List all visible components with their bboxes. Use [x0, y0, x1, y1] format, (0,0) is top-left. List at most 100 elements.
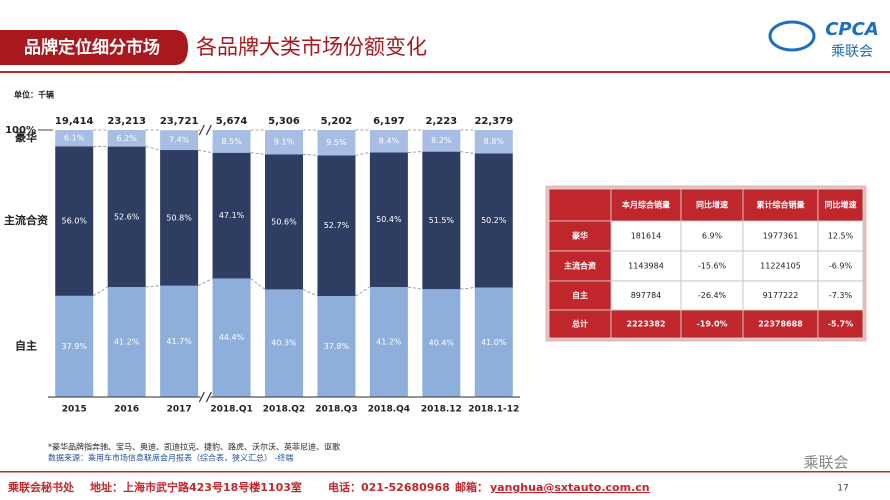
value-label: 44.4% [219, 333, 245, 342]
header-text: 总计 [572, 319, 588, 329]
value-label: 8.4% [379, 137, 400, 146]
header-text: 2223382 [627, 320, 666, 329]
connector-line [460, 151, 475, 154]
bar-segment [107, 286, 146, 397]
total-label: 6,197 [373, 116, 405, 127]
cell-text: 11224105 [760, 262, 801, 271]
connector-line [197, 278, 213, 287]
page-number: 17 [837, 484, 848, 494]
x-tick-label: 2018.Q3 [315, 405, 357, 415]
x-tick-label: 2018.1-12 [468, 405, 519, 415]
x-tick-label: 2017 [167, 405, 192, 415]
value-label: 8.8% [484, 137, 505, 146]
x-tick-label: 2016 [114, 405, 139, 415]
bar-segment [265, 154, 303, 290]
table-cell [742, 250, 819, 282]
logo-mark [768, 20, 816, 52]
unit-label: 单位：千辆 [14, 90, 54, 100]
bar-segment [422, 129, 461, 152]
connector-line [407, 151, 423, 153]
header-tab [0, 30, 188, 65]
header-cell [680, 309, 744, 339]
value-label: 40.4% [429, 339, 455, 348]
total-label: 5,202 [321, 116, 353, 127]
x-tick-label: 2018.12 [421, 405, 462, 415]
table-cell [817, 280, 864, 311]
chart: 100% 37.9% 56.0% 6.1% 19,414 2015 41.2% 52.6% 6.… [4, 116, 520, 415]
connector-line [355, 286, 371, 297]
header-text: 主流合资 [564, 261, 596, 271]
cell-text: -6.9% [829, 262, 853, 271]
footer-org: 乘联会秘书处 [7, 480, 75, 494]
axis-break [200, 125, 211, 135]
axis-break [198, 124, 212, 136]
value-label: 50.8% [166, 213, 192, 222]
cell-text: 1143984 [628, 262, 664, 271]
header-cell [817, 309, 864, 339]
cell-text: 181614 [631, 232, 662, 241]
header-cell [610, 309, 682, 339]
cell-text: 897784 [631, 291, 662, 300]
x-tick-label: 2018.Q1 [210, 405, 252, 415]
value-label: 8.5% [221, 137, 242, 146]
total-label: 19,414 [55, 116, 94, 127]
legend-label: 主流合资 [4, 213, 48, 227]
bar-segment [212, 152, 251, 279]
value-label: 41.2% [114, 337, 140, 346]
value-label: 7.4% [169, 136, 190, 145]
x-tick-label: 2018.Q4 [368, 405, 410, 415]
value-label: 56.0% [62, 217, 88, 226]
bar-segment [474, 153, 513, 288]
note: *豪华品牌指奔驰、宝马、奥迪、凯迪拉克、捷豹、路虎、沃尔沃、英菲尼迪、讴歌 [48, 442, 340, 452]
table-cell [610, 250, 682, 282]
header-text: -5.7% [828, 320, 854, 329]
header-tab-text: 品牌定位细分市场 [24, 37, 160, 58]
connector-line [93, 286, 108, 297]
connector-line [460, 287, 475, 290]
connector-line [250, 278, 266, 290]
connector-line [302, 153, 318, 156]
value-label: 52.6% [114, 212, 140, 221]
connector-line [145, 285, 161, 288]
cell-text: 9177222 [763, 291, 799, 300]
total-label: 23,213 [107, 116, 146, 127]
value-label: 9.1% [274, 138, 295, 147]
value-label: 6.2% [117, 134, 138, 143]
note: 数据来源：乘用车市场信息联席会月报表（综合表，狭义汇总） -终端 [48, 453, 293, 463]
connector-line [407, 286, 423, 290]
header-cell [548, 188, 612, 222]
cell-text: 1977361 [763, 232, 799, 241]
legend-label: 自主 [15, 338, 37, 352]
header-text: 同比增速 [696, 200, 728, 210]
cell-text: -26.4% [698, 291, 727, 300]
bar-segment [474, 287, 513, 397]
header-cell [548, 280, 612, 311]
cell-text: -7.3% [829, 291, 853, 300]
table-shadow [545, 185, 867, 342]
header-cell [742, 188, 819, 222]
value-label: 41.2% [376, 337, 402, 346]
value-label: 6.1% [64, 134, 85, 143]
connector-line [302, 289, 318, 297]
value-label: 41.0% [481, 338, 507, 347]
logo-text: CPCA [825, 19, 879, 40]
cell-text: 6.9% [702, 232, 723, 241]
header-text: 累计综合销量 [757, 200, 805, 210]
legend-label: 豪华 [15, 130, 37, 144]
bar-segment [55, 295, 94, 397]
bar-segment [369, 130, 408, 153]
value-label: 50.6% [271, 217, 297, 226]
bar-segment [422, 289, 461, 397]
header-cell [680, 188, 744, 222]
header-text: 豪华 [572, 231, 588, 241]
bar-segment [212, 278, 251, 397]
value-label: 52.7% [324, 221, 350, 230]
value-label: 9.5% [326, 138, 347, 147]
value-label: 41.7% [166, 337, 192, 346]
table-cell [680, 250, 744, 282]
bar-segment [265, 289, 303, 397]
bar-segment [160, 285, 199, 397]
bar-segment [107, 146, 146, 287]
